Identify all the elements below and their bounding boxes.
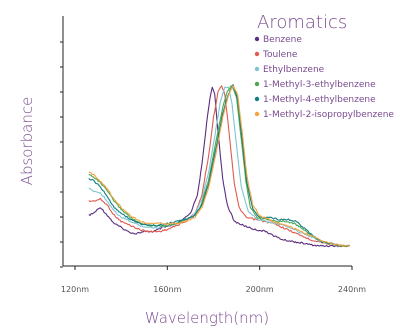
x-axis-ticks: 120nm 160nm 200nm 240nm <box>61 266 366 294</box>
series-line-4 <box>88 85 350 248</box>
series-lines <box>88 84 350 248</box>
legend: Benzene Toulene Ethylbenzene 1-Methyl-3-eth… <box>254 35 394 120</box>
legend-marker <box>254 111 260 117</box>
x-tick-label: 120nm <box>61 285 89 294</box>
series-line-6 <box>88 85 350 248</box>
legend-label: 1-Methyl-2-isopropylbenzene <box>263 110 394 120</box>
legend-marker <box>254 81 260 87</box>
legend-label: 1-Methyl-3-ethylbenzene <box>263 80 376 90</box>
legend-title: Aromatics <box>257 12 347 33</box>
legend-marker <box>254 51 260 57</box>
x-tick-label: 240nm <box>338 285 366 294</box>
series-line-5 <box>88 84 350 248</box>
legend-marker <box>254 96 260 102</box>
y-axis-title: Absorbance <box>18 97 36 186</box>
y-axis-ticks <box>60 41 63 268</box>
chart-axes <box>62 16 352 267</box>
series-line-1 <box>88 86 350 248</box>
legend-marker <box>254 36 260 42</box>
series-line-2 <box>88 85 350 248</box>
x-tick-label: 200nm <box>246 285 274 294</box>
legend-label: Toulene <box>262 50 298 60</box>
legend-label: 1-Methyl-4-ethylbenzene <box>263 95 376 105</box>
x-tick-label: 160nm <box>153 285 181 294</box>
legend-label: Ethylbenzene <box>263 65 325 75</box>
x-axis-title: Wavelength(nm) <box>145 309 269 327</box>
legend-marker <box>254 66 260 72</box>
series-line-3 <box>88 86 350 248</box>
legend-label: Benzene <box>263 35 302 45</box>
